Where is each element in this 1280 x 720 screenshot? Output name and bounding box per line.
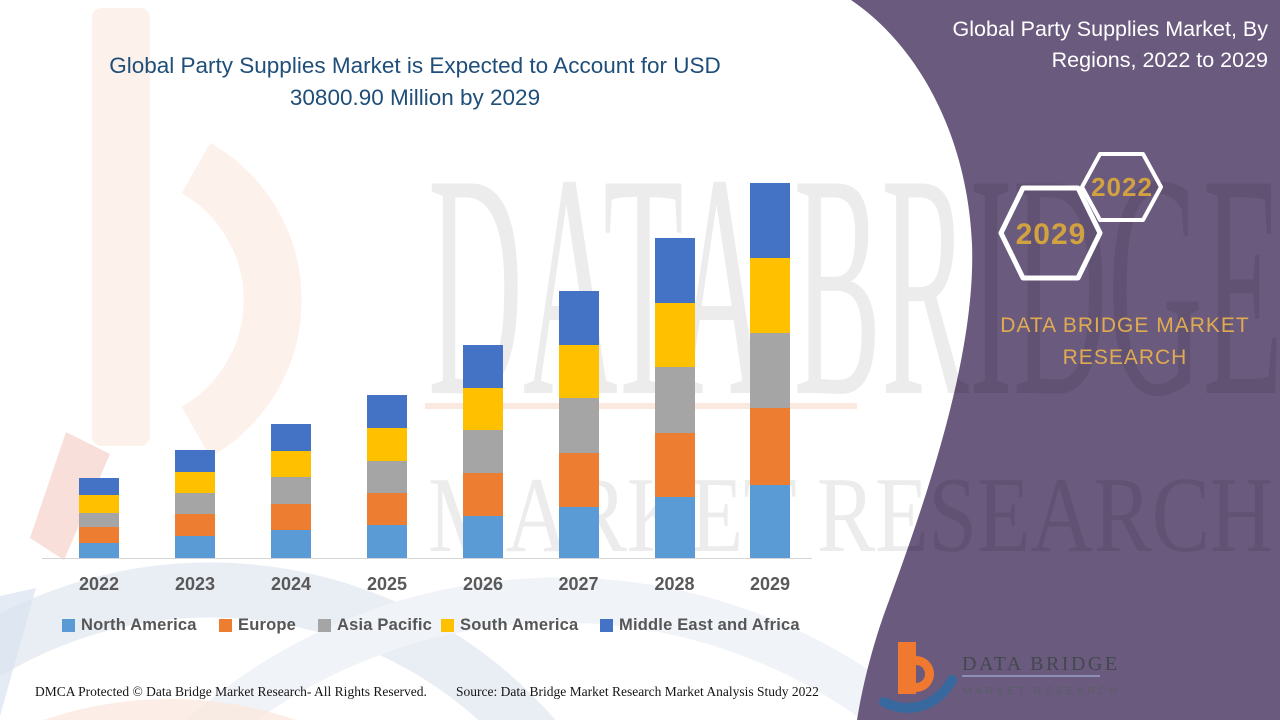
bar-segment-middle-east-and-africa-2027 bbox=[558, 291, 599, 345]
legend-item-south-america: South America bbox=[441, 616, 578, 635]
bar-segment-south-america-2025 bbox=[367, 427, 407, 461]
bar-series-container bbox=[42, 170, 812, 558]
bar-segment-middle-east-and-africa-2026 bbox=[463, 345, 503, 388]
bar-segment-asia-pacific-2028 bbox=[654, 367, 695, 433]
bar-segment-asia-pacific-2024 bbox=[271, 477, 311, 504]
hexagon-2029-outline bbox=[998, 185, 1103, 281]
panel-title-line1: Global Party Supplies Market, By bbox=[952, 17, 1268, 41]
bar-segment-north-america-2023 bbox=[175, 536, 215, 558]
bar-segment-europe-2022 bbox=[79, 527, 119, 544]
bar-segment-south-america-2026 bbox=[463, 388, 503, 430]
x-axis-label-2024: 2024 bbox=[270, 574, 312, 594]
bar-segment-europe-2023 bbox=[175, 514, 215, 536]
legend-swatch-middle-east-and-africa bbox=[600, 619, 613, 632]
bar-segment-asia-pacific-2029 bbox=[750, 333, 790, 408]
legend-item-asia-pacific: Asia Pacific bbox=[318, 616, 432, 635]
legend-item-europe: Europe bbox=[219, 616, 296, 635]
bar-segment-south-america-2027 bbox=[558, 345, 599, 398]
brand-wordmark-line1: DATA BRIDGE MARKET bbox=[1000, 314, 1250, 337]
bar-segment-asia-pacific-2025 bbox=[367, 461, 407, 493]
bar-segment-asia-pacific-2026 bbox=[463, 430, 503, 473]
panel-title-line2: Regions, 2022 to 2029 bbox=[1051, 48, 1268, 72]
bar-segment-asia-pacific-2023 bbox=[175, 493, 215, 514]
bar-segment-middle-east-and-africa-2028 bbox=[654, 237, 695, 303]
logo-subname-text: MARKET RESEARCH bbox=[963, 685, 1118, 697]
company-logo: DATA BRIDGE MARKET RESEARCH bbox=[878, 634, 1118, 720]
bar-segment-asia-pacific-2027 bbox=[558, 398, 599, 453]
bar-segment-north-america-2025 bbox=[367, 525, 407, 558]
x-axis-label-2026: 2026 bbox=[462, 574, 504, 594]
brand-wordmark: DATA BRIDGE MARKET RESEARCH bbox=[945, 310, 1280, 374]
bar-segment-north-america-2024 bbox=[271, 530, 311, 558]
dmca-notice: DMCA Protected © Data Bridge Market Rese… bbox=[35, 684, 427, 699]
bar-segment-europe-2029 bbox=[750, 408, 790, 485]
x-axis-label-2025: 2025 bbox=[366, 574, 408, 594]
bar-segment-north-america-2029 bbox=[750, 485, 790, 558]
bar-segment-europe-2026 bbox=[463, 473, 503, 516]
bar-segment-middle-east-and-africa-2029 bbox=[750, 183, 790, 258]
chart-headline-line2: 30800.90 Million by 2029 bbox=[289, 85, 541, 110]
brand-wordmark-line2: RESEARCH bbox=[1062, 346, 1188, 369]
x-axis-label-2029: 2029 bbox=[749, 574, 791, 594]
legend-label-south-america: South America bbox=[460, 616, 579, 634]
company-logo-graphic: DATA BRIDGE MARKET RESEARCH bbox=[879, 642, 1118, 713]
bar-segment-middle-east-and-africa-2025 bbox=[367, 394, 407, 428]
bar-segment-asia-pacific-2022 bbox=[79, 513, 119, 528]
bar-segment-europe-2027 bbox=[558, 453, 599, 507]
panel-background-shape bbox=[851, 0, 1280, 720]
bar-segment-south-america-2024 bbox=[271, 451, 311, 477]
legend-label-europe: Europe bbox=[238, 616, 297, 634]
bar-segment-europe-2025 bbox=[367, 493, 407, 525]
logo-name-text: DATA BRIDGE bbox=[962, 653, 1118, 675]
x-axis-line bbox=[42, 558, 812, 559]
legend-item-north-america: North America bbox=[62, 616, 197, 635]
bar-segment-north-america-2026 bbox=[463, 516, 503, 558]
legend-label-middle-east-and-africa: Middle East and Africa bbox=[619, 616, 800, 634]
bar-segment-europe-2024 bbox=[271, 504, 311, 530]
bar-segment-south-america-2029 bbox=[750, 257, 790, 333]
bar-segment-north-america-2027 bbox=[558, 507, 599, 558]
bar-segment-middle-east-and-africa-2024 bbox=[271, 423, 311, 451]
legend-swatch-asia-pacific bbox=[318, 619, 331, 632]
legend-label-north-america: North America bbox=[81, 616, 197, 634]
bar-segment-north-america-2022 bbox=[79, 543, 119, 558]
x-axis-label-2027: 2027 bbox=[558, 574, 599, 594]
chart-legend: North America Europe Asia Pacific South Ame… bbox=[0, 616, 850, 642]
source-note: Source: Data Bridge Market Research Mark… bbox=[456, 684, 819, 699]
bar-segment-south-america-2022 bbox=[79, 495, 119, 514]
bar-segment-south-america-2023 bbox=[175, 472, 215, 493]
logo-b-mark-icon bbox=[879, 642, 957, 713]
bar-segment-south-america-2028 bbox=[654, 303, 695, 367]
legend-item-middle-east-and-africa: Middle East and Africa bbox=[600, 616, 800, 635]
x-axis-label-2028: 2028 bbox=[654, 574, 695, 594]
dbmr-logo-watermark bbox=[0, 8, 934, 720]
legend-label-asia-pacific: Asia Pacific bbox=[337, 616, 433, 634]
legend-swatch-south-america bbox=[441, 619, 454, 632]
legend-swatch-europe bbox=[219, 619, 232, 632]
bar-segment-middle-east-and-africa-2022 bbox=[79, 478, 119, 496]
x-axis-label-2022: 2022 bbox=[78, 574, 120, 594]
x-axis-label-2023: 2023 bbox=[174, 574, 216, 594]
hexagon-2022-label: 2022 bbox=[1091, 172, 1153, 202]
hexagon-2022-outline bbox=[1080, 152, 1163, 222]
chart-headline: Global Party Supplies Market is Expected… bbox=[80, 50, 750, 114]
bar-segment-europe-2028 bbox=[654, 433, 695, 497]
bar-segment-middle-east-and-africa-2023 bbox=[175, 450, 215, 472]
panel-title: Global Party Supplies Market, By Regions… bbox=[798, 14, 1268, 76]
legend-swatch-north-america bbox=[62, 619, 75, 632]
stacked-bar-chart: 2022 2023 2024 2025 2026 2027 2028 2029 bbox=[42, 170, 812, 594]
chart-headline-line1: Global Party Supplies Market is Expected… bbox=[109, 53, 721, 78]
hexagon-2029-label: 2029 bbox=[1016, 218, 1087, 251]
bar-segment-north-america-2028 bbox=[654, 497, 695, 558]
